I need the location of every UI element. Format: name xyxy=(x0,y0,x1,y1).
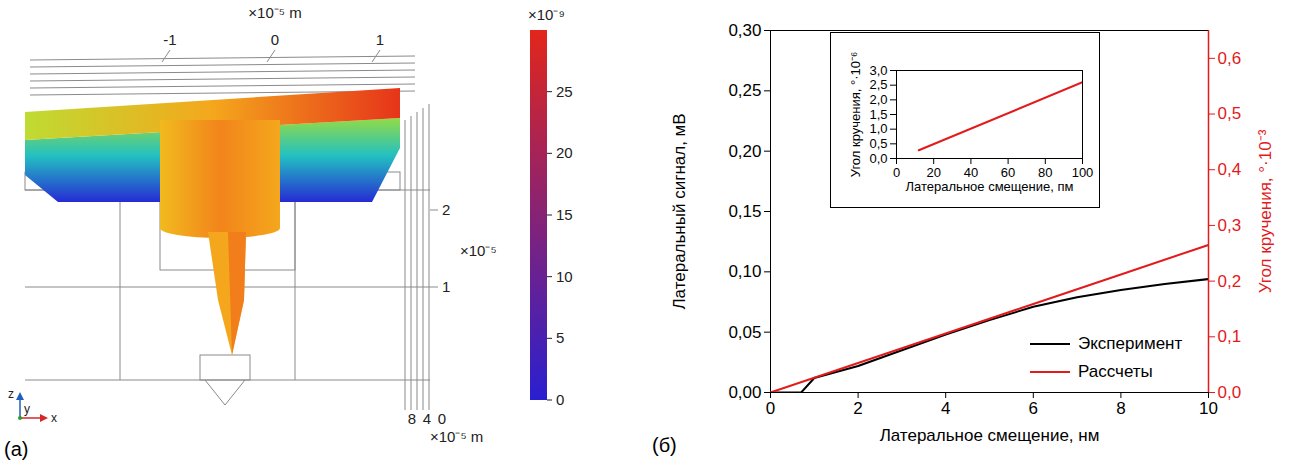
svg-text:100: 100 xyxy=(1072,165,1094,180)
svg-text:0,4: 0,4 xyxy=(1218,160,1242,179)
svg-text:(a): (a) xyxy=(4,438,28,460)
svg-text:Латеральное смещение, нм: Латеральное смещение, нм xyxy=(880,426,1100,445)
svg-text:10: 10 xyxy=(556,268,573,285)
svg-text:0: 0 xyxy=(556,391,564,408)
svg-text:1: 1 xyxy=(442,278,450,295)
svg-text:4: 4 xyxy=(941,399,950,418)
svg-text:Латеральный сигнал, мВ: Латеральный сигнал, мВ xyxy=(670,113,689,309)
svg-text:0,2: 0,2 xyxy=(1218,272,1242,291)
svg-text:-1: -1 xyxy=(163,31,176,48)
svg-text:×10⁻⁵: ×10⁻⁵ xyxy=(460,242,497,259)
svg-text:8: 8 xyxy=(1116,399,1125,418)
svg-text:80: 80 xyxy=(1038,165,1052,180)
svg-text:Латеральное смещение, пм: Латеральное смещение, пм xyxy=(906,179,1074,194)
svg-text:×10⁻⁵ m: ×10⁻⁵ m xyxy=(248,4,301,21)
svg-text:0,05: 0,05 xyxy=(728,323,761,342)
svg-text:Угол кручения, °·10⁻³: Угол кручения, °·10⁻³ xyxy=(1256,129,1275,293)
svg-text:0,10: 0,10 xyxy=(728,262,761,281)
svg-text:8: 8 xyxy=(408,410,416,427)
svg-text:40: 40 xyxy=(964,165,978,180)
html-text:Эксперимент: Эксперимент xyxy=(1078,334,1183,353)
svg-text:4: 4 xyxy=(423,410,431,427)
svg-text:0,6: 0,6 xyxy=(1218,49,1242,68)
svg-text:25: 25 xyxy=(556,83,573,100)
svg-text:1: 1 xyxy=(376,31,384,48)
html-text:(б): (б) xyxy=(652,434,677,456)
svg-text:20: 20 xyxy=(556,144,573,161)
svg-text:60: 60 xyxy=(1001,165,1015,180)
svg-text:2: 2 xyxy=(442,201,450,218)
svg-text:0,3: 0,3 xyxy=(1218,216,1242,235)
svg-text:0: 0 xyxy=(271,31,279,48)
svg-text:0,25: 0,25 xyxy=(728,81,761,100)
svg-text:0: 0 xyxy=(893,165,900,180)
svg-text:1,5: 1,5 xyxy=(869,107,887,122)
svg-text:z: z xyxy=(8,387,14,401)
svg-text:y: y xyxy=(24,402,30,416)
svg-text:5: 5 xyxy=(556,329,564,346)
svg-text:×10⁻⁵ m: ×10⁻⁵ m xyxy=(430,428,483,445)
svg-text:0,1: 0,1 xyxy=(1218,327,1242,346)
svg-text:2: 2 xyxy=(853,399,862,418)
svg-text:6: 6 xyxy=(1029,399,1038,418)
svg-text:20: 20 xyxy=(926,165,940,180)
svg-text:0,5: 0,5 xyxy=(1218,104,1242,123)
svg-text:2,0: 2,0 xyxy=(869,92,887,107)
html-text:Рассчеты: Рассчеты xyxy=(1078,362,1153,381)
svg-text:0,15: 0,15 xyxy=(728,202,761,221)
svg-text:15: 15 xyxy=(556,206,573,223)
svg-text:0,30: 0,30 xyxy=(728,21,761,40)
svg-text:Угол кручения, °·10⁻⁶: Угол кручения, °·10⁻⁶ xyxy=(848,52,863,178)
svg-text:0,20: 0,20 xyxy=(728,142,761,161)
svg-text:0,0: 0,0 xyxy=(869,151,887,166)
svg-text:0,0: 0,0 xyxy=(1218,383,1242,402)
svg-text:10: 10 xyxy=(1199,399,1218,418)
svg-text:3,0: 3,0 xyxy=(869,63,887,78)
svg-text:x: x xyxy=(51,411,57,425)
svg-text:0,5: 0,5 xyxy=(869,136,887,151)
svg-text:×10⁻⁹: ×10⁻⁹ xyxy=(528,6,565,23)
svg-text:0: 0 xyxy=(438,410,446,427)
svg-text:1,0: 1,0 xyxy=(869,121,887,136)
svg-text:0,00: 0,00 xyxy=(728,383,761,402)
svg-text:0: 0 xyxy=(766,399,775,418)
svg-text:2,5: 2,5 xyxy=(869,77,887,92)
